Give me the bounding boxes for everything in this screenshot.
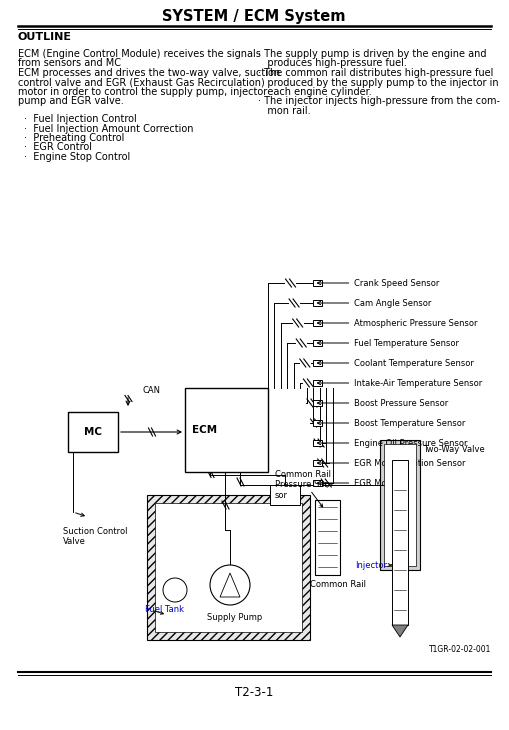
Text: Suction Control
Valve: Suction Control Valve <box>63 527 127 546</box>
Polygon shape <box>220 573 240 597</box>
Text: · The supply pump is driven by the engine and: · The supply pump is driven by the engin… <box>258 49 487 59</box>
Bar <box>314 300 323 306</box>
Bar <box>314 480 323 486</box>
Text: ·  Fuel Injection Control: · Fuel Injection Control <box>24 114 137 124</box>
Circle shape <box>163 578 187 602</box>
Text: Atmospheric Pressure Sensor: Atmospheric Pressure Sensor <box>354 318 478 328</box>
Bar <box>314 380 323 386</box>
Text: ·  Preheating Control: · Preheating Control <box>24 133 124 143</box>
Bar <box>384 444 416 566</box>
Text: Fuel Tank: Fuel Tank <box>145 605 184 615</box>
Bar <box>314 400 323 406</box>
Text: · The common rail distributes high-pressure fuel: · The common rail distributes high-press… <box>258 68 493 78</box>
Text: SYSTEM / ECM System: SYSTEM / ECM System <box>162 9 346 23</box>
Text: control valve and EGR (Exhaust Gas Recirculation): control valve and EGR (Exhaust Gas Recir… <box>18 77 265 88</box>
Text: Boost Temperature Sensor: Boost Temperature Sensor <box>354 418 466 428</box>
Bar <box>314 320 323 326</box>
Text: each engine cylinder.: each engine cylinder. <box>258 87 372 97</box>
Text: ECM: ECM <box>192 425 217 435</box>
Text: pump and EGR valve.: pump and EGR valve. <box>18 96 124 107</box>
Text: Engine Oil Pressure Sensor: Engine Oil Pressure Sensor <box>354 439 468 447</box>
Text: Fuel Temperature Sensor: Fuel Temperature Sensor <box>354 339 460 347</box>
Text: produces high-pressure fuel.: produces high-pressure fuel. <box>258 58 407 69</box>
Bar <box>314 360 323 366</box>
Bar <box>314 420 323 426</box>
Text: MC: MC <box>84 427 102 437</box>
Text: ·  EGR Control: · EGR Control <box>24 142 92 153</box>
Text: Boost Pressure Sensor: Boost Pressure Sensor <box>354 399 449 407</box>
Text: ECM processes and drives the two-way valve, suction: ECM processes and drives the two-way val… <box>18 68 280 78</box>
Bar <box>185 388 268 472</box>
Text: T2-3-1: T2-3-1 <box>235 685 273 699</box>
Bar <box>314 460 323 466</box>
Bar <box>147 495 310 640</box>
Text: ·  Fuel Injection Amount Correction: · Fuel Injection Amount Correction <box>24 123 193 134</box>
Text: motor in order to control the supply pump, injector: motor in order to control the supply pum… <box>18 87 267 97</box>
Bar <box>270 485 300 505</box>
Text: mon rail.: mon rail. <box>258 106 310 116</box>
Circle shape <box>210 565 250 605</box>
Text: Common Rail: Common Rail <box>310 580 366 589</box>
Text: OUTLINE: OUTLINE <box>18 32 72 42</box>
Text: ·  Engine Stop Control: · Engine Stop Control <box>24 152 130 162</box>
Bar <box>392 460 408 625</box>
Text: Two-Way Valve: Two-Way Valve <box>423 445 485 455</box>
Bar <box>155 503 302 632</box>
Bar <box>68 412 118 452</box>
Text: Coolant Temperature Sensor: Coolant Temperature Sensor <box>354 358 474 367</box>
Text: produced by the supply pump to the injector in: produced by the supply pump to the injec… <box>258 77 499 88</box>
Text: · The injector injects high-pressure from the com-: · The injector injects high-pressure fro… <box>258 96 500 107</box>
Bar <box>314 440 323 446</box>
Text: ECM (Engine Control Module) receives the signals: ECM (Engine Control Module) receives the… <box>18 49 261 59</box>
Text: Intake-Air Temperature Sensor: Intake-Air Temperature Sensor <box>354 378 483 388</box>
Polygon shape <box>392 625 408 637</box>
Text: Injector: Injector <box>355 561 387 569</box>
Text: EGR Motor Position Sensor: EGR Motor Position Sensor <box>354 458 466 467</box>
Text: from sensors and MC: from sensors and MC <box>18 58 121 69</box>
Text: EGR Motor: EGR Motor <box>354 478 399 488</box>
Bar <box>314 280 323 286</box>
Bar <box>314 340 323 346</box>
Text: Common Rail
Pressure Sen-
sor: Common Rail Pressure Sen- sor <box>275 470 333 500</box>
Text: T1GR-02-02-001: T1GR-02-02-001 <box>429 645 491 655</box>
Bar <box>315 500 340 575</box>
Bar <box>380 440 420 570</box>
Text: Crank Speed Sensor: Crank Speed Sensor <box>354 279 440 288</box>
Text: Cam Angle Sensor: Cam Angle Sensor <box>354 299 432 307</box>
Text: Supply Pump: Supply Pump <box>207 613 263 622</box>
Text: CAN: CAN <box>143 386 160 395</box>
